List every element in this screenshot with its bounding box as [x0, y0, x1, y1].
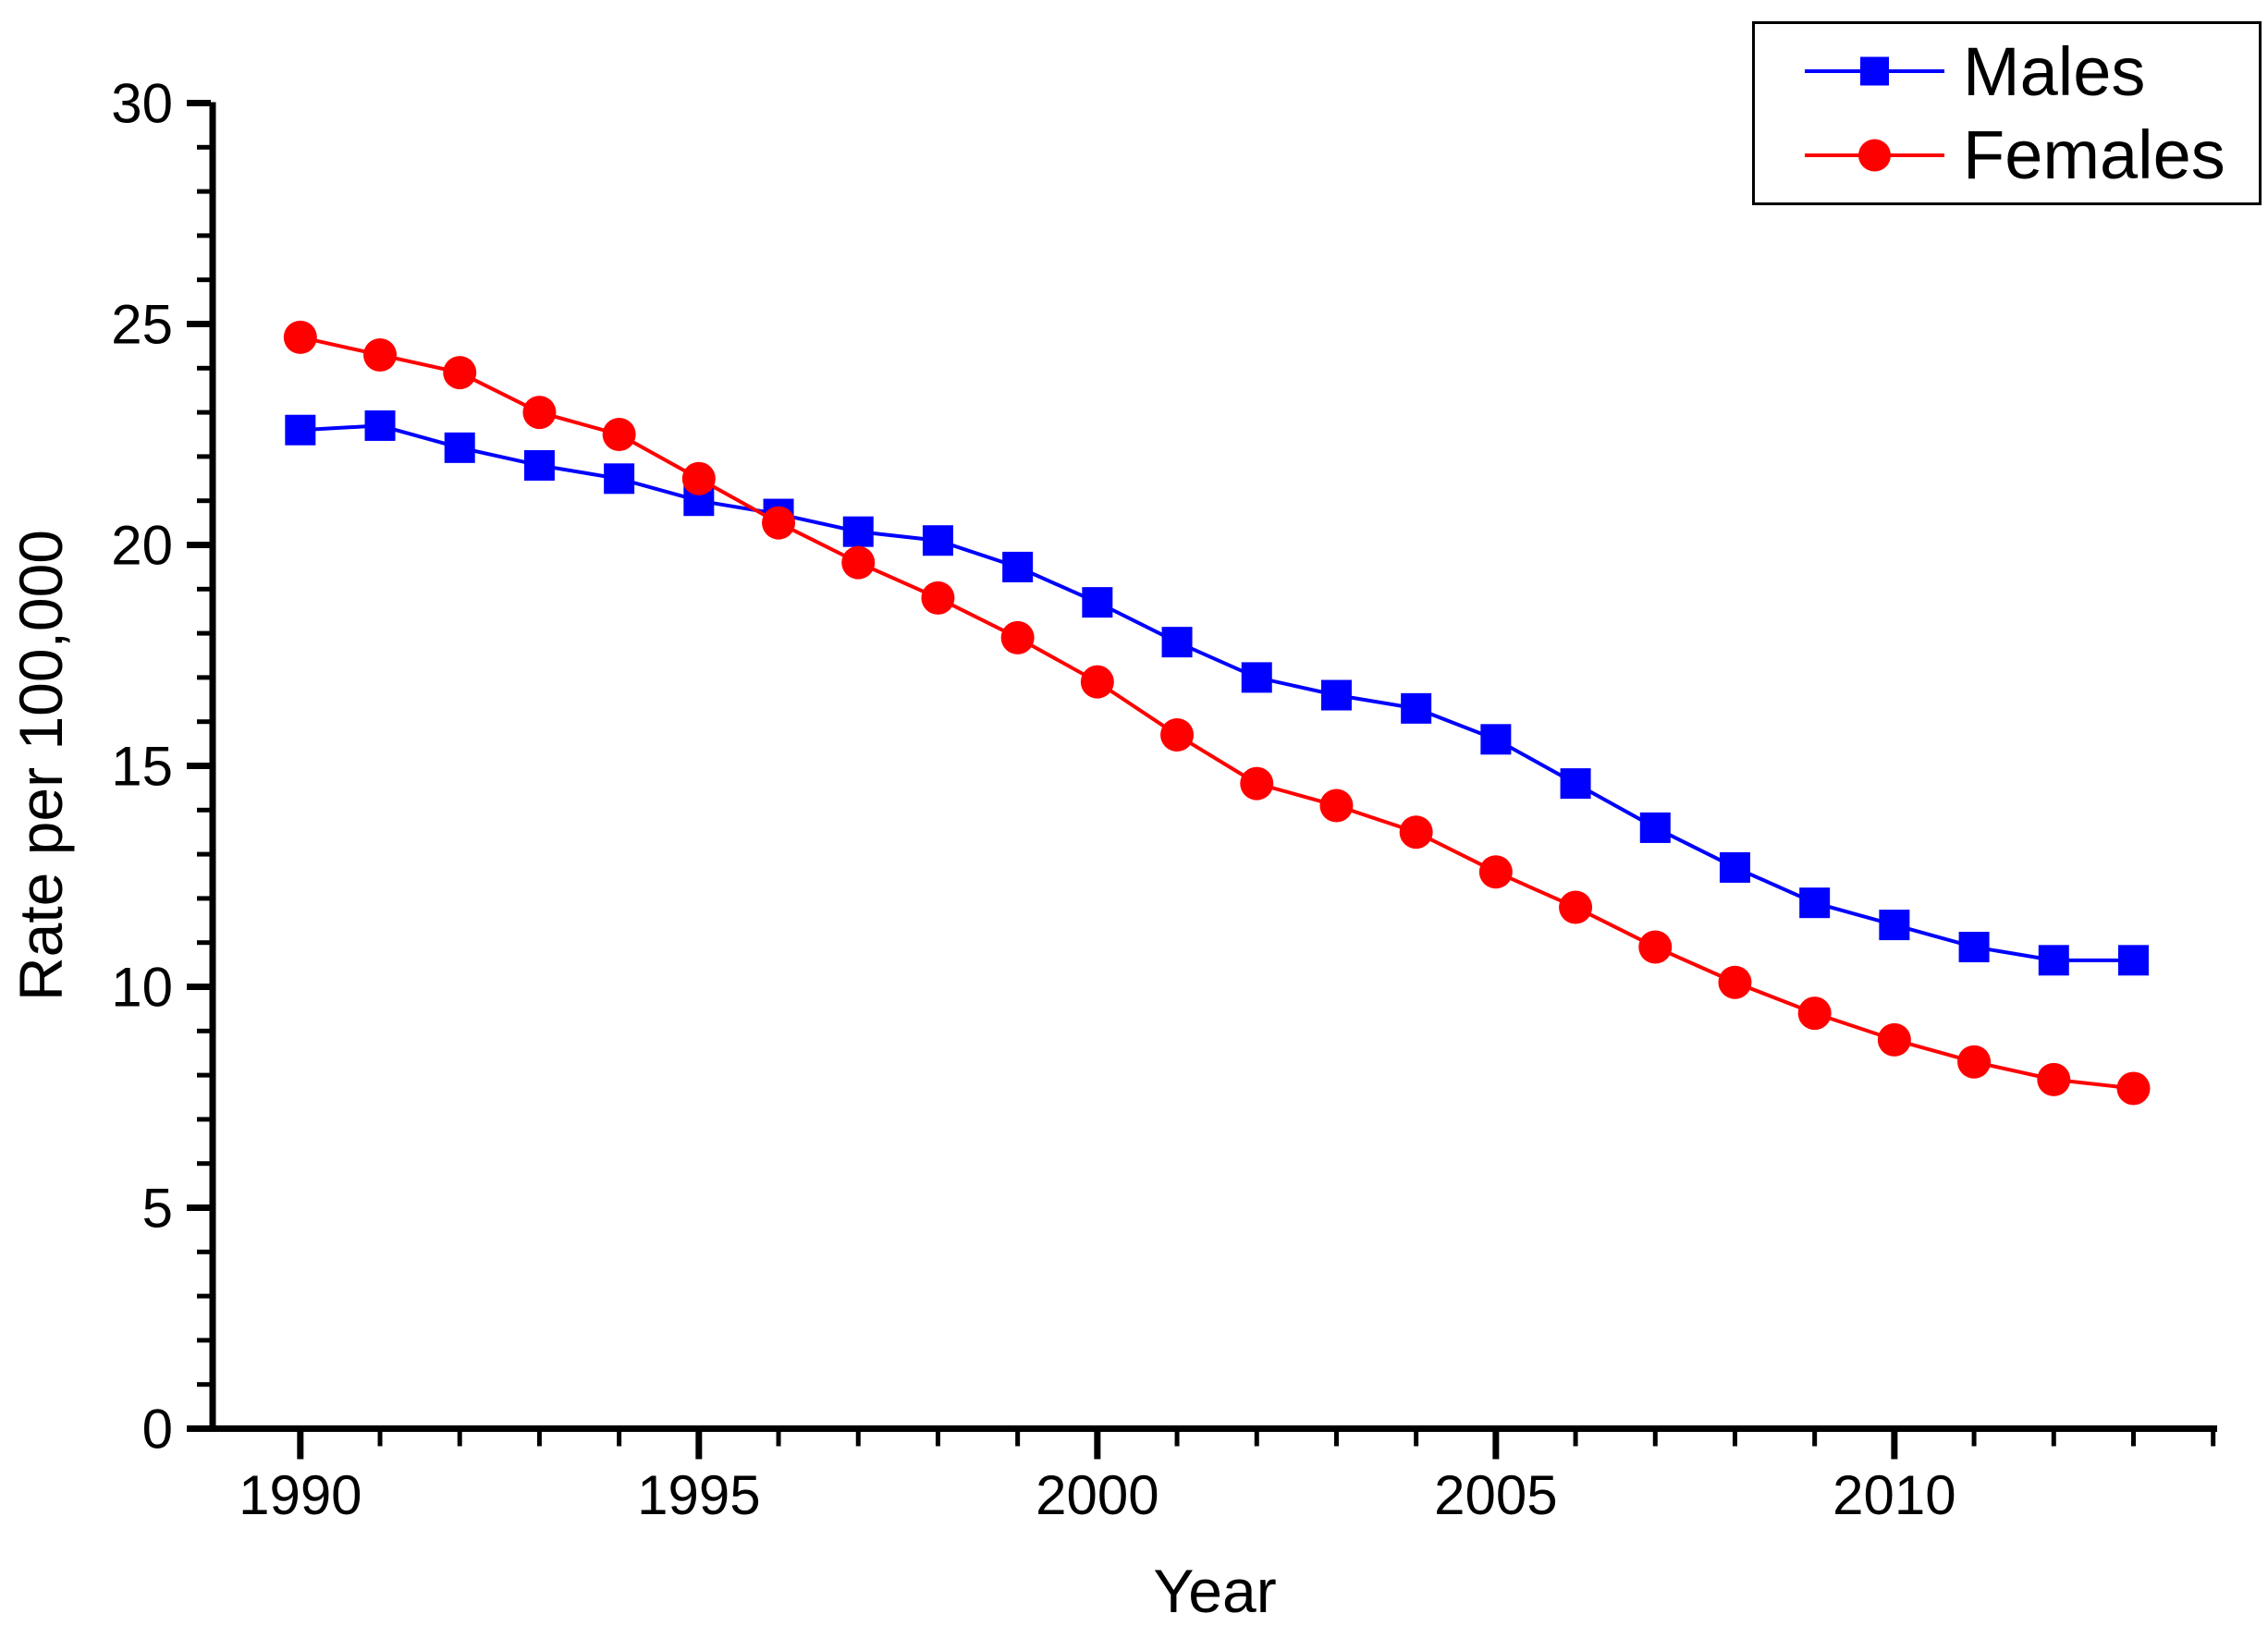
x-axis-title: Year — [1153, 1557, 1277, 1625]
males-legend-sample — [1805, 56, 1944, 86]
males-data-point — [523, 449, 555, 481]
x-tick-label: 1990 — [239, 1464, 362, 1526]
males-line — [300, 423, 2134, 962]
females-line — [300, 335, 2134, 1091]
legend-item-females: Females — [1803, 116, 2259, 194]
females-data-point — [2116, 1071, 2151, 1106]
males-data-point — [1879, 910, 1910, 941]
males-data-point — [1002, 551, 1034, 582]
females-data-point — [283, 320, 317, 354]
red-circle-marker-icon — [1858, 139, 1891, 172]
males-data-point — [1958, 931, 1990, 962]
males-data-point — [1320, 679, 1352, 711]
females-data-point — [2037, 1062, 2071, 1096]
males-data-point — [922, 525, 953, 556]
females-data-point — [841, 545, 876, 580]
blue-square-marker-icon — [1860, 56, 1889, 86]
females-data-point — [443, 356, 477, 390]
females-data-point — [1797, 996, 1832, 1031]
y-tick-label: 0 — [142, 1399, 173, 1461]
y-tick-label: 30 — [111, 73, 173, 135]
females-data-point — [921, 581, 955, 615]
females-data-point — [363, 337, 398, 372]
males-data-point — [364, 410, 396, 441]
females-data-point — [1478, 855, 1513, 889]
females-data-point — [1638, 930, 1673, 964]
x-tick-label: 2000 — [1036, 1464, 1159, 1526]
y-axis-title: Rate per 100,000 — [6, 529, 75, 1002]
y-tick-label: 25 — [111, 294, 173, 356]
females-data-point — [1957, 1045, 1992, 1079]
males-data-point — [2117, 945, 2149, 976]
x-tick-label: 2010 — [1833, 1464, 1955, 1526]
females-data-point — [1080, 665, 1114, 699]
males-data-point — [2038, 945, 2069, 976]
males-data-point — [444, 432, 475, 463]
y-tick-label: 10 — [111, 957, 173, 1019]
females-data-point — [1319, 789, 1354, 823]
females-data-point — [1240, 766, 1274, 801]
females-data-point — [602, 418, 636, 451]
males-data-point — [842, 516, 874, 547]
males-data-point — [1560, 768, 1591, 800]
females-data-point — [1000, 620, 1035, 654]
legend-label-females: Females — [1963, 116, 2225, 194]
females-legend-sample — [1805, 139, 1944, 172]
females-data-point — [1160, 718, 1195, 752]
females-data-point — [681, 461, 716, 495]
males-data-point — [1161, 627, 1193, 658]
males-data-point — [1480, 724, 1512, 755]
x-tick-label: 1995 — [637, 1464, 760, 1526]
y-tick-label: 5 — [142, 1178, 173, 1240]
females-data-point — [762, 506, 796, 540]
y-tick-label: 20 — [111, 515, 173, 577]
legend: Males Females — [1752, 21, 2262, 205]
legend-item-males: Males — [1803, 32, 2259, 111]
legend-label-males: Males — [1963, 32, 2146, 110]
y-tick-label: 15 — [111, 736, 173, 798]
males-data-point — [1719, 851, 1750, 883]
females-data-point — [522, 396, 557, 430]
males-data-point — [1799, 887, 1831, 919]
females-data-point — [1877, 1022, 1911, 1057]
females-data-point — [1559, 890, 1593, 924]
males-data-point — [285, 414, 316, 446]
males-data-point — [604, 463, 635, 495]
males-data-point — [1241, 662, 1272, 693]
males-data-point — [1401, 692, 1432, 724]
females-data-point — [1399, 815, 1433, 850]
males-data-point — [1082, 587, 1113, 618]
males-data-point — [1639, 812, 1671, 843]
females-data-point — [1718, 965, 1752, 999]
x-tick-label: 2005 — [1434, 1464, 1557, 1526]
